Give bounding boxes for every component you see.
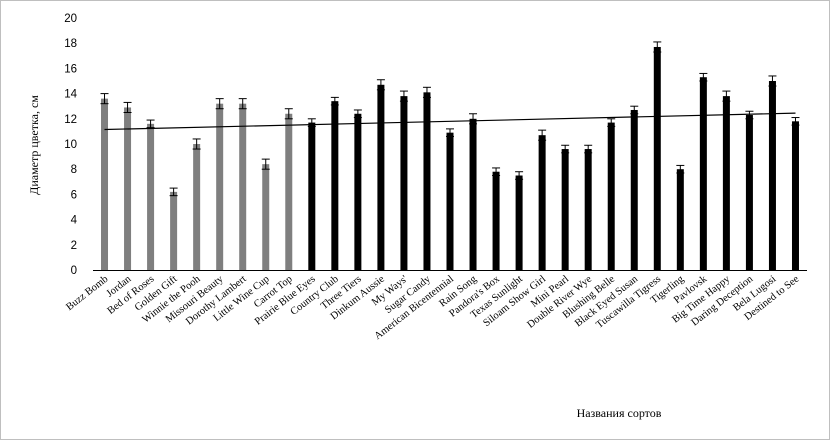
y-tick-label: 14 (64, 89, 77, 101)
error-bar (399, 90, 408, 102)
bar (699, 77, 707, 270)
error-bar (238, 98, 247, 110)
error-bar (261, 158, 270, 170)
error-bar (123, 101, 132, 113)
error-bar (653, 41, 662, 53)
bar (745, 115, 753, 271)
bar (607, 122, 615, 270)
bar (285, 113, 293, 270)
bar (308, 122, 316, 270)
error-bar (146, 119, 155, 129)
y-tick-label: 20 (64, 13, 77, 25)
bar (768, 81, 776, 270)
bar (446, 132, 454, 270)
bar (630, 109, 638, 270)
error-bar (607, 118, 616, 127)
error-bar (192, 138, 201, 150)
error-bar (469, 113, 478, 125)
error-bar (169, 187, 178, 197)
bar (791, 121, 799, 270)
error-bar (492, 167, 501, 176)
error-bar (422, 86, 431, 98)
bar (377, 84, 385, 270)
bar-series (101, 46, 799, 271)
error-bar (676, 164, 685, 174)
error-bar (745, 110, 754, 120)
error-bar (584, 144, 593, 154)
bar (400, 96, 408, 271)
error-bar (446, 128, 454, 137)
error-bar (768, 75, 777, 87)
error-bar (722, 90, 731, 102)
error-bar (284, 108, 293, 120)
bar (170, 191, 178, 270)
bar (584, 149, 592, 270)
bar (423, 92, 431, 270)
error-bar (538, 129, 547, 141)
y-tick-label: 18 (64, 38, 77, 50)
x-tick-label: Buzz Bomb (64, 274, 110, 313)
error-bar (515, 171, 524, 180)
y-tick-label: 10 (64, 139, 77, 151)
bar (101, 98, 109, 270)
y-tick-label: 0 (71, 265, 77, 277)
y-axis-ticks: 0 2 4 6 8 10 12 14 16 18 20 (64, 13, 77, 277)
error-bar (630, 105, 639, 115)
bar (722, 96, 730, 271)
y-tick-label: 4 (71, 215, 78, 227)
error-bars (100, 41, 800, 197)
bar (515, 175, 523, 270)
error-bar (791, 117, 800, 126)
bar (262, 164, 270, 270)
bar (193, 144, 201, 270)
y-axis-title: Диаметр цветка, см (27, 95, 41, 195)
y-tick-label: 6 (71, 189, 77, 201)
error-bar (561, 144, 570, 154)
bar (653, 46, 661, 271)
error-bar (330, 96, 339, 106)
error-bar (376, 79, 385, 91)
error-bar (699, 72, 708, 82)
y-tick-label: 16 (64, 63, 77, 75)
error-bar (215, 98, 224, 110)
y-tick-label: 2 (71, 240, 77, 252)
trendline (104, 112, 796, 131)
y-tick-label: 12 (64, 114, 77, 126)
bar (561, 149, 569, 270)
bar (331, 101, 339, 270)
x-axis-title: Названия сортов (577, 406, 662, 420)
bar (216, 103, 224, 271)
bar (676, 169, 684, 270)
error-bar (353, 109, 362, 119)
error-bar (100, 93, 109, 105)
y-tick-label: 8 (71, 164, 77, 176)
bar (239, 103, 247, 271)
bar (469, 118, 477, 270)
bar (492, 171, 500, 270)
bar (147, 123, 155, 270)
bar (124, 107, 132, 271)
bar (354, 113, 362, 270)
bar (538, 135, 546, 270)
